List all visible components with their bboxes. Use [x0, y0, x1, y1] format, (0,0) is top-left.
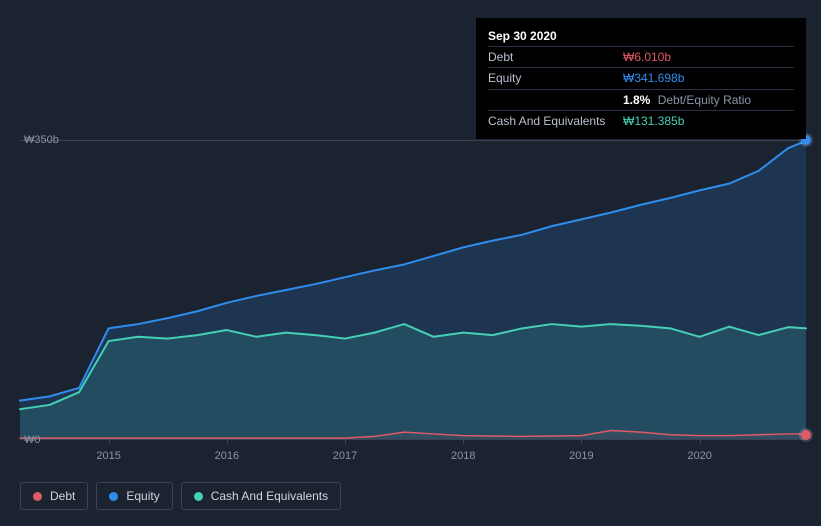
x-axis-label: 2015	[96, 450, 120, 462]
tooltip-ratio-pct: 1.8%	[623, 93, 650, 107]
tooltip-date: Sep 30 2020	[488, 28, 557, 44]
legend-label-cash: Cash And Equivalents	[211, 489, 328, 503]
x-axis-label: 2016	[215, 450, 239, 462]
x-axis-label: 2017	[333, 450, 357, 462]
y-axis-label: ₩0	[24, 434, 41, 446]
chart-svg	[20, 141, 806, 439]
tooltip-ratio-value: 1.8% Debt/Equity Ratio	[623, 92, 751, 108]
legend-label-debt: Debt	[50, 489, 75, 503]
debt-equity-chart: Sep 30 2020 Debt ₩6.010b Equity ₩341.698…	[0, 0, 821, 526]
legend-swatch-cash	[194, 492, 203, 501]
chart-tooltip: Sep 30 2020 Debt ₩6.010b Equity ₩341.698…	[476, 18, 806, 139]
legend-item-debt[interactable]: Debt	[20, 482, 88, 510]
legend-swatch-equity	[109, 492, 118, 501]
legend-item-cash[interactable]: Cash And Equivalents	[181, 482, 341, 510]
plot-area[interactable]	[20, 140, 806, 440]
tooltip-equity-value: ₩341.698b	[623, 70, 684, 86]
legend-swatch-debt	[33, 492, 42, 501]
tooltip-equity-label: Equity	[488, 70, 623, 86]
tooltip-cash-value: ₩131.385b	[623, 113, 684, 129]
tooltip-cash-label: Cash And Equivalents	[488, 113, 623, 129]
tooltip-ratio-text: Debt/Equity Ratio	[658, 93, 751, 107]
tooltip-ratio-spacer	[488, 92, 623, 108]
legend-label-equity: Equity	[126, 489, 159, 503]
legend: Debt Equity Cash And Equivalents	[20, 482, 341, 510]
tooltip-debt-label: Debt	[488, 49, 623, 65]
legend-item-equity[interactable]: Equity	[96, 482, 172, 510]
x-axis-label: 2020	[687, 450, 711, 462]
tooltip-debt-value: ₩6.010b	[623, 49, 671, 65]
y-axis-label: ₩350b	[24, 134, 59, 146]
series-marker-debt	[801, 430, 811, 440]
x-axis-label: 2018	[451, 450, 475, 462]
x-axis-label: 2019	[569, 450, 593, 462]
